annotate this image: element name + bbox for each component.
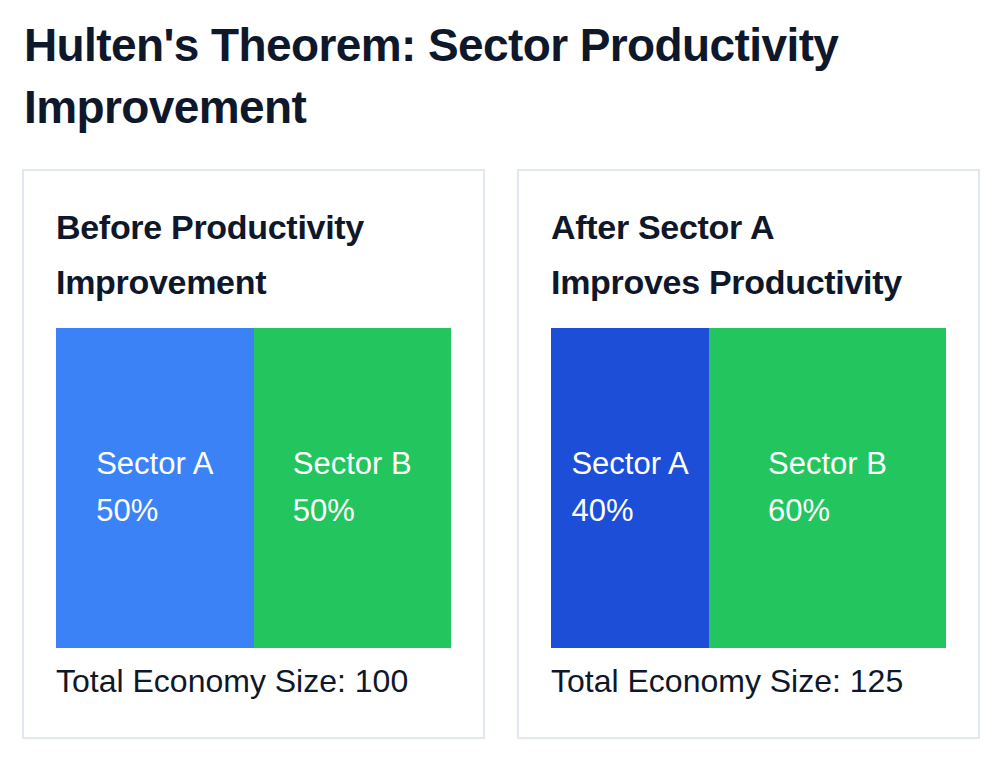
sector-b-label-before: Sector B 50%: [293, 441, 412, 534]
sector-b-label-after: Sector B 60%: [768, 441, 887, 534]
sector-a-label-before: Sector A 50%: [96, 441, 213, 534]
sector-b-block-after: Sector B 60%: [709, 328, 946, 648]
page-title-line-1: Hulten's Theorem: Sector Productivity: [24, 14, 944, 76]
sector-b-block-before: Sector B 50%: [254, 328, 452, 648]
sector-name: Sector B: [293, 441, 412, 488]
panel-before: Before Productivity Improvement Sector A…: [22, 169, 485, 739]
panel-before-title: Before Productivity Improvement: [56, 200, 451, 309]
panel-after-title: After Sector A Improves Productivity: [551, 200, 946, 309]
sector-name: Sector A: [96, 441, 213, 488]
page-title-line-2: Improvement: [24, 76, 944, 138]
sector-a-label-after: Sector A 40%: [571, 441, 688, 534]
panel-after-title-line-1: After Sector A: [551, 200, 946, 254]
sector-name: Sector A: [571, 441, 688, 488]
sector-name: Sector B: [768, 441, 887, 488]
page: Hulten's Theorem: Sector Productivity Im…: [0, 0, 998, 768]
total-economy-size-after: Total Economy Size: 125: [551, 663, 946, 700]
economy-bar-before: Sector A 50% Sector B 50%: [56, 328, 451, 648]
panel-after: After Sector A Improves Productivity Sec…: [517, 169, 980, 739]
page-title: Hulten's Theorem: Sector Productivity Im…: [24, 14, 944, 138]
panel-after-title-line-2: Improves Productivity: [551, 255, 946, 309]
economy-bar-after: Sector A 40% Sector B 60%: [551, 328, 946, 648]
sector-share: 60%: [768, 488, 887, 535]
sector-a-block-after: Sector A 40%: [551, 328, 709, 648]
sector-share: 40%: [571, 488, 688, 535]
sector-share: 50%: [96, 488, 213, 535]
total-economy-size-before: Total Economy Size: 100: [56, 663, 451, 700]
panels-row: Before Productivity Improvement Sector A…: [22, 169, 980, 739]
panel-before-title-line-2: Improvement: [56, 255, 451, 309]
sector-a-block-before: Sector A 50%: [56, 328, 254, 648]
panel-before-title-line-1: Before Productivity: [56, 200, 451, 254]
sector-share: 50%: [293, 488, 412, 535]
